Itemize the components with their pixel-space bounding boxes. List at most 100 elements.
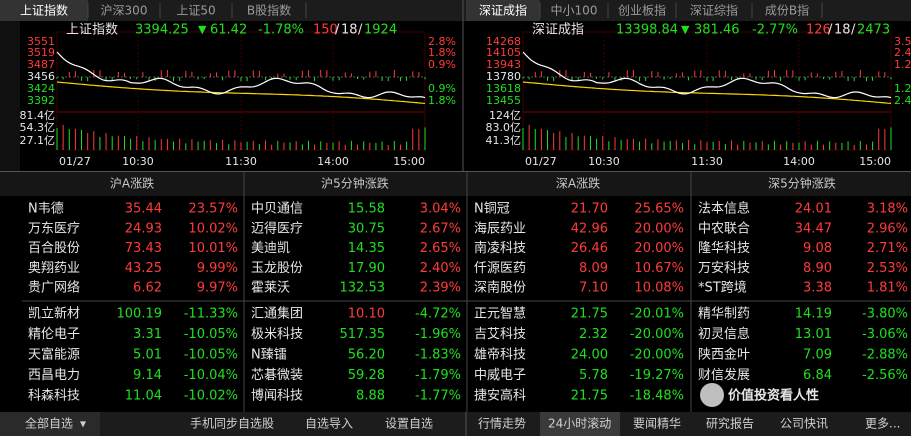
stock-name[interactable]: 陕西金叶 [698, 347, 750, 363]
stock-pct: -20.00% [630, 327, 684, 342]
news-tab[interactable]: 更多... [865, 417, 900, 431]
stock-name[interactable]: 中威电子 [474, 368, 526, 383]
stock-price: 100.19 [117, 307, 163, 322]
stock-name[interactable]: 精华制药 [698, 307, 750, 322]
stock-name[interactable]: 正元智慧 [474, 306, 526, 322]
tab[interactable]: 上证50 [176, 4, 215, 18]
stock-name[interactable]: 雄帝科技 [474, 347, 526, 363]
tab[interactable]: B股指数 [247, 3, 291, 18]
stock-name[interactable]: 捷安高科 [474, 388, 526, 404]
breadth: 1924 [364, 23, 397, 38]
tab[interactable]: 成份B指 [765, 3, 809, 18]
stock-name[interactable]: 玉龙股份 [251, 261, 303, 276]
y-label: 3456 [27, 70, 55, 83]
y-label: 27.1亿 [20, 134, 56, 147]
stock-pct: -18.48% [630, 389, 684, 404]
bottom-button[interactable]: 手机同步自选股 [190, 417, 274, 431]
stock-name[interactable]: 仟源医药 [474, 261, 526, 276]
pct-label: 0.9% [428, 82, 456, 95]
news-tab[interactable]: 公司快讯 [780, 417, 828, 431]
stock-pct: -10.02% [184, 389, 238, 404]
news-tab[interactable]: 研究报告 [706, 416, 754, 431]
stock-name[interactable]: 科森科技 [28, 389, 80, 404]
stock-name[interactable]: *ST跨境 [698, 281, 747, 296]
bottom-bar [0, 412, 911, 436]
stock-pct: 3.18% [867, 202, 908, 217]
stock-name[interactable]: 美迪凯 [251, 241, 290, 256]
index-price: 3394.25 [135, 23, 189, 38]
news-tab[interactable]: 要闻精华 [633, 417, 681, 431]
stock-pct: -10.05% [184, 327, 238, 342]
watermark-icon [700, 383, 724, 407]
breadth: 18 [341, 23, 358, 38]
stock-pct: -3.06% [862, 327, 908, 342]
stock-name[interactable]: 初灵信息 [698, 326, 750, 342]
x-label: 01/27 [59, 155, 91, 168]
stock-name[interactable]: 凯立新材 [28, 306, 80, 322]
stock-name[interactable]: 吉艾科技 [474, 327, 526, 342]
y-label: 14268 [486, 35, 521, 48]
stock-name[interactable]: 深南股份 [474, 280, 526, 296]
stock-name[interactable]: 贵广网络 [28, 280, 80, 296]
stock-pct: -1.83% [415, 348, 461, 363]
stock-name[interactable]: 博闻科技 [251, 389, 303, 404]
stock-pct: -10.04% [184, 368, 238, 383]
tab[interactable]: 创业板指 [618, 3, 666, 18]
stock-name[interactable]: 极米科技 [251, 327, 303, 342]
stock-pct: -1.79% [415, 368, 461, 383]
stock-name[interactable]: 天富能源 [28, 347, 80, 363]
stock-pct: 23.57% [188, 202, 238, 217]
stock-price: 5.01 [133, 348, 162, 363]
stock-name[interactable]: N臻镭 [251, 348, 287, 363]
breadth-sep: / [358, 23, 363, 38]
stock-name[interactable]: N铜冠 [474, 202, 510, 217]
stock-name[interactable]: 迈得医疗 [251, 220, 303, 236]
x-label: 14:00 [783, 155, 815, 168]
news-tab[interactable]: 行情走势 [478, 417, 526, 431]
tab[interactable]: 深证综指 [690, 3, 738, 18]
stock-name[interactable]: 芯碁微装 [251, 368, 303, 383]
tab[interactable]: 中小100 [551, 3, 598, 18]
side-strip [0, 21, 20, 171]
tab[interactable]: 深证成指 [479, 3, 527, 18]
breadth: 18 [834, 23, 851, 38]
stock-name[interactable]: 西昌电力 [28, 368, 80, 383]
stock-price: 7.10 [579, 281, 608, 296]
watermark: 价值投资看人性 [728, 388, 819, 404]
stock-price: 9.14 [133, 368, 162, 383]
stock-name[interactable]: 中贝通信 [251, 202, 303, 217]
y-label: 13943 [486, 58, 521, 71]
stock-price: 5.78 [579, 368, 608, 383]
news-tab[interactable]: 24小时滚动 [548, 416, 611, 431]
tab[interactable]: 上证指数 [20, 3, 68, 18]
pct-label: 0.9% [428, 58, 456, 71]
avg-line [522, 81, 892, 104]
stock-name[interactable]: 万安科技 [698, 261, 750, 276]
tab[interactable]: 沪深300 [101, 4, 148, 18]
bottom-button[interactable]: 自选导入 [305, 417, 353, 431]
stock-price: 13.01 [795, 327, 832, 342]
stock-name[interactable]: N韦德 [28, 202, 64, 217]
stock-price: 21.70 [571, 202, 608, 217]
stock-name[interactable]: 霍莱沃 [251, 281, 290, 296]
stock-name[interactable]: 百合股份 [28, 241, 80, 256]
stock-name[interactable]: 法本信息 [698, 201, 750, 217]
stock-price: 17.90 [348, 261, 385, 276]
stock-name[interactable]: 中农联合 [698, 221, 750, 236]
stock-name[interactable]: 海辰药业 [474, 221, 526, 236]
index-pct: -1.78% [258, 23, 304, 38]
stock-pct: -10.05% [184, 348, 238, 363]
index-price: 13398.84 [616, 23, 678, 38]
bottom-button[interactable]: 全部自选 [25, 416, 73, 431]
stock-name[interactable]: 隆华科技 [698, 241, 750, 256]
stock-price: 21.75 [571, 389, 608, 404]
stock-name[interactable]: 精伦电子 [28, 327, 80, 342]
stock-name[interactable]: 万东医疗 [28, 221, 80, 236]
stock-name[interactable]: 汇通集团 [251, 306, 303, 322]
stock-name[interactable]: 奥翔药业 [28, 261, 80, 276]
stock-name[interactable]: 财信发展 [698, 367, 750, 383]
bottom-button[interactable]: 设置自选 [385, 417, 433, 431]
stock-name[interactable]: 南凌科技 [474, 240, 526, 256]
